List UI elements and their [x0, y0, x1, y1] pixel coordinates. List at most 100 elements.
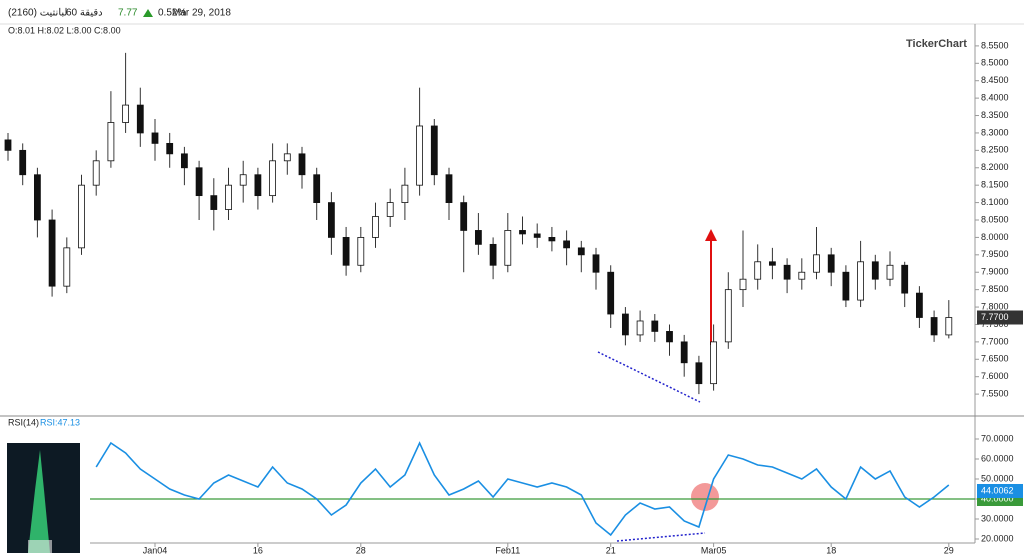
candle-body [239, 174, 247, 186]
candle-body [945, 317, 953, 336]
y-tick-label: 7.8500 [981, 284, 1009, 294]
candle-body [19, 149, 27, 176]
candle-body [916, 292, 923, 318]
y-tick-label: 8.1500 [981, 180, 1009, 190]
candle-body [269, 160, 277, 197]
x-tick-label: 28 [356, 545, 366, 555]
candle-body [92, 160, 100, 186]
y-tick-label: 60.0000 [981, 453, 1014, 463]
candle-body [754, 261, 762, 280]
candle-body [842, 271, 850, 301]
rsi-title: RSI(14) [8, 417, 39, 427]
candle-body [871, 261, 879, 280]
candle-body [210, 195, 218, 210]
candle-body [386, 202, 394, 217]
candle-body [342, 237, 350, 266]
brand: TickerChart [906, 38, 967, 50]
candle-body [136, 104, 144, 134]
y-tick-label: 7.9000 [981, 267, 1009, 277]
candle-body [445, 174, 453, 203]
candle-body [739, 278, 747, 291]
up-arrow [143, 9, 153, 17]
last-price: 7.77 [118, 8, 138, 19]
candle-body [724, 289, 732, 343]
current-price-label: 7.7700 [981, 312, 1009, 322]
symbol: لبانتيت (2160) [8, 8, 67, 19]
candle-body [122, 104, 129, 123]
candle-body [519, 230, 526, 235]
y-tick-label: 8.0500 [981, 214, 1009, 224]
candle-body [298, 153, 306, 176]
interval: 60 دقيقة [66, 8, 103, 19]
y-tick-label: 30.0000 [981, 513, 1014, 523]
candle-body [254, 174, 262, 197]
y-tick-label: 8.1000 [981, 197, 1009, 207]
x-tick-label: 18 [826, 545, 836, 555]
candle-body [798, 271, 806, 280]
candle-body [48, 219, 56, 287]
photo [7, 443, 80, 553]
candle-body [34, 174, 41, 221]
candle-body [416, 125, 424, 186]
candle-body [636, 320, 644, 336]
candle-body [592, 254, 600, 273]
change: 0.52% [158, 8, 186, 19]
candle-body [533, 233, 541, 238]
candle-body [107, 122, 115, 162]
y-tick-label: 20.0000 [981, 533, 1014, 543]
x-tick-label: Mar05 [701, 545, 727, 555]
candle-body [783, 264, 791, 280]
x-tick-label: Jan04 [143, 545, 168, 555]
current-price-box [977, 310, 1023, 325]
candle-body [489, 243, 497, 266]
candle-body [622, 313, 629, 336]
candle-body [710, 341, 717, 385]
candle-body [401, 184, 409, 203]
y-tick-label: 8.2500 [981, 145, 1009, 155]
y-tick-label: 7.7000 [981, 336, 1009, 346]
candle-body [151, 132, 159, 144]
y-tick-label: 7.8000 [981, 301, 1009, 311]
candle-body [460, 202, 468, 231]
candle-body [651, 320, 659, 332]
candle-body [886, 264, 894, 280]
y-tick-label: 8.3000 [981, 127, 1009, 137]
y-tick-label: 7.6500 [981, 354, 1009, 364]
rsi-value: RSI:47.13 [40, 417, 80, 427]
candle-body [430, 125, 438, 176]
date: Mar 29, 2018 [172, 8, 231, 19]
candle-body [577, 247, 585, 256]
candle-body [372, 216, 379, 238]
candle-body [548, 237, 556, 242]
candle-body [504, 230, 512, 266]
candle-body [225, 184, 232, 210]
y-tick-label: 8.3500 [981, 110, 1009, 120]
y-tick-label: 8.2000 [981, 162, 1009, 172]
candle-body [195, 167, 203, 197]
candle-body [607, 271, 615, 315]
x-tick-label: 21 [606, 545, 616, 555]
candle-body [78, 184, 85, 249]
y-tick-label: 8.5000 [981, 58, 1009, 68]
candle-body [563, 240, 570, 249]
rsi-current-label: 44.0062 [981, 485, 1014, 495]
candle-body [680, 341, 688, 364]
y-tick-label: 70.0000 [981, 433, 1014, 443]
y-tick-label: 7.5500 [981, 388, 1009, 398]
x-tick-label: 16 [253, 545, 263, 555]
rsi-line [95, 441, 950, 537]
candle-body [930, 317, 938, 336]
annotations [597, 229, 719, 542]
candle-body [166, 142, 174, 155]
candle-body [63, 247, 71, 287]
x-tick-label: Feb11 [495, 545, 520, 555]
level-label: 40.0000 [981, 493, 1014, 503]
candle-body [474, 230, 482, 245]
y-tick-label: 8.5500 [981, 40, 1009, 50]
y-tick-label: 8.4000 [981, 93, 1009, 103]
candle-body [283, 153, 291, 162]
candle-body [4, 139, 12, 151]
y-tick-label: 50.0000 [981, 473, 1014, 483]
candle-body [666, 331, 673, 343]
